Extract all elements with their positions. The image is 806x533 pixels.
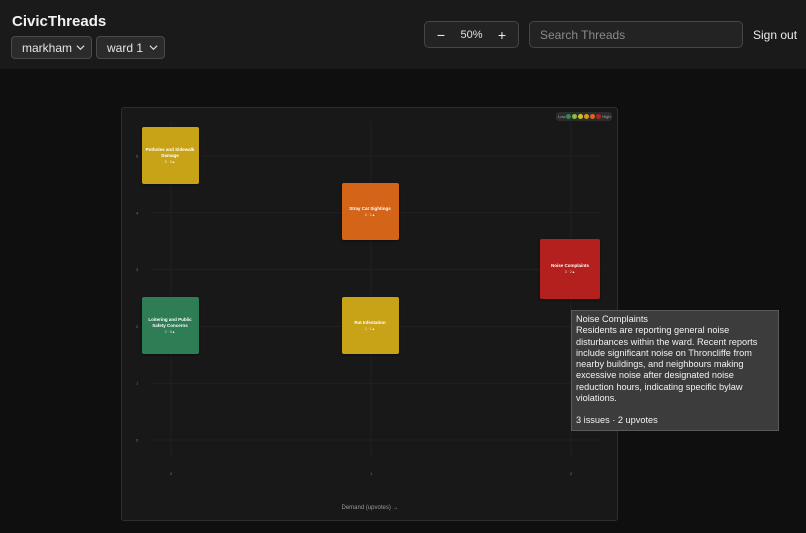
city-select-value: markham — [22, 40, 73, 55]
thread-tile-title: Noise Complaints — [550, 263, 589, 269]
legend-swatch — [572, 114, 578, 119]
sign-out-link[interactable]: Sign out — [753, 28, 798, 42]
x-tick-label: 1 — [370, 471, 373, 476]
zoom-in-button[interactable]: + — [497, 26, 507, 43]
y-tick-label: 1 — [136, 381, 139, 386]
thread-tile[interactable]: Noise Complaints 3 · 2▲ — [540, 238, 600, 299]
chevron-down-icon — [76, 45, 85, 51]
top-bar: CivicThreads markham ward 1 − 50% + Sign… — [0, 0, 806, 69]
x-axis-label: Demand (upvotes) → — [341, 505, 398, 511]
thread-tile[interactable]: Potholes and Sidewalk Damage 5 · 0▲ — [141, 126, 199, 184]
legend-swatch — [590, 114, 596, 119]
search-input[interactable] — [540, 27, 730, 42]
tooltip-stats: 3 issues · 2 upvotes — [576, 415, 658, 426]
thread-tile[interactable]: Rat Infestation 2 · 1▲ — [341, 296, 399, 354]
app-title: CivicThreads — [12, 13, 107, 30]
thread-tile-title: Stray Cat Sightings — [349, 206, 391, 212]
y-tick-label: 3 — [136, 267, 139, 272]
legend-swatch — [566, 114, 572, 119]
ward-select-value: ward 1 — [107, 40, 144, 55]
y-tick-label: 2 — [136, 324, 139, 329]
legend-swatch — [596, 114, 602, 119]
thread-tile[interactable]: Loitering and Public Safety Concerns 2 · … — [141, 296, 199, 354]
ward-select[interactable]: ward 1 — [96, 36, 165, 59]
legend-high-label: High — [602, 114, 611, 119]
legend-low-label: Low — [558, 114, 566, 119]
thread-tile-meta: 2 · 0▲ — [164, 329, 176, 334]
tooltip-body: Residents are reporting general noise di… — [576, 325, 758, 404]
zoom-control: − 50% + — [424, 21, 519, 48]
severity-legend: Low High — [556, 112, 612, 121]
thread-tooltip: Noise Complaints Residents are reporting… — [571, 310, 779, 431]
thread-tile-title: Loitering and Public Safety Concerns — [148, 316, 192, 328]
tooltip-title: Noise Complaints — [576, 314, 648, 324]
zoom-out-button[interactable]: − — [436, 26, 446, 43]
city-select[interactable]: markham — [11, 36, 92, 59]
search-box[interactable] — [529, 21, 743, 48]
thread-tile-meta: 3 · 2▲ — [564, 270, 576, 275]
thread-tile-meta: 2 · 1▲ — [364, 326, 376, 331]
legend-swatch — [584, 114, 590, 119]
y-tick-label: 4 — [136, 210, 139, 215]
x-tick-label: 0 — [170, 471, 173, 476]
legend-swatch — [578, 114, 584, 119]
zoom-level: 50% — [460, 28, 483, 41]
thread-tile[interactable]: Stray Cat Sightings 4 · 1▲ — [341, 183, 399, 241]
y-tick-label: 0 — [136, 438, 139, 443]
thread-tile-title: Rat Infestation — [354, 319, 386, 325]
chevron-down-icon — [149, 45, 158, 51]
thread-tile-meta: 5 · 0▲ — [164, 159, 176, 164]
thread-tile-title: Potholes and Sidewalk Damage — [145, 146, 195, 158]
x-tick-label: 2 — [570, 471, 573, 476]
thread-tile-meta: 4 · 1▲ — [364, 213, 376, 218]
y-tick-label: 5 — [136, 154, 139, 159]
